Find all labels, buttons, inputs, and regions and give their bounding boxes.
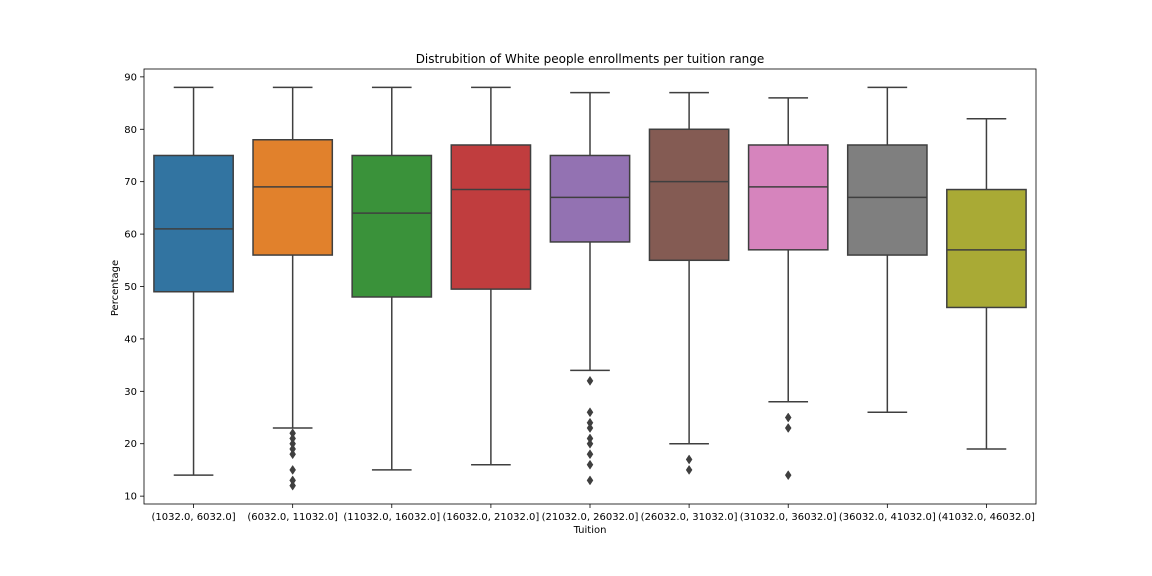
outlier-point [586,438,594,449]
y-tick-label: 50 [124,282,137,293]
box [351,154,433,298]
outlier-point [784,412,792,423]
x-axis-label: Tuition [573,525,607,536]
x-tick-label: (31032.0, 36032.0] [740,512,837,523]
outlier-point [685,464,693,475]
x-tick-label: (6032.0, 11032.0] [247,512,338,523]
box [946,188,1027,309]
y-tick-label: 10 [124,492,137,503]
box [549,154,631,243]
y-tick-label: 90 [124,72,137,83]
box-group [153,86,234,476]
x-tick-label: (1032.0, 6032.0] [151,512,235,523]
outlier-point [586,475,594,486]
y-tick-label: 70 [124,177,137,188]
box-group [549,91,631,486]
box-group [450,86,532,466]
box-group [846,86,928,414]
x-tick-label: (16032.0, 21032.0] [442,512,539,523]
x-tick-label: (21032.0, 26032.0] [542,512,639,523]
outlier-point [289,464,296,475]
y-tick-label: 40 [124,334,137,345]
outlier-point [289,449,296,460]
box [153,154,234,293]
y-tick-label: 30 [124,387,137,398]
box [747,144,829,251]
outlier-point [685,454,693,465]
box [252,139,334,256]
y-axis-label: Percentage [110,260,121,316]
outlier-point [586,449,594,460]
x-tick-label: (11032.0, 16032.0] [343,512,440,523]
outlier-point [586,375,594,386]
y-tick-label: 80 [124,125,137,136]
x-tick-label: (41032.0, 46032.0] [938,512,1035,523]
box-group [351,86,433,471]
x-tick-label: (26032.0, 31032.0] [641,512,738,523]
x-axis: (1032.0, 6032.0] (6032.0, 11032.0] (11032.… [151,504,1035,523]
y-axis: 10 20 30 40 50 60 70 80 90 [124,72,144,503]
box [450,144,532,290]
outlier-point [784,470,792,481]
box-group [648,91,730,475]
outlier-point [586,407,594,418]
x-tick-label: (36032.0, 41032.0] [839,512,936,523]
y-tick-label: 20 [124,439,137,450]
plot-area [153,86,1027,491]
outlier-point [784,423,792,433]
outlier-point [289,480,296,491]
box-group [252,86,334,491]
box [846,144,928,256]
outlier-point [586,459,594,470]
box [648,128,730,262]
box-group [946,118,1027,450]
y-tick-label: 60 [124,230,137,241]
box-group [747,97,829,481]
chart-title: Distrubition of White people enrollments… [416,52,765,66]
outlier-point [586,423,594,433]
